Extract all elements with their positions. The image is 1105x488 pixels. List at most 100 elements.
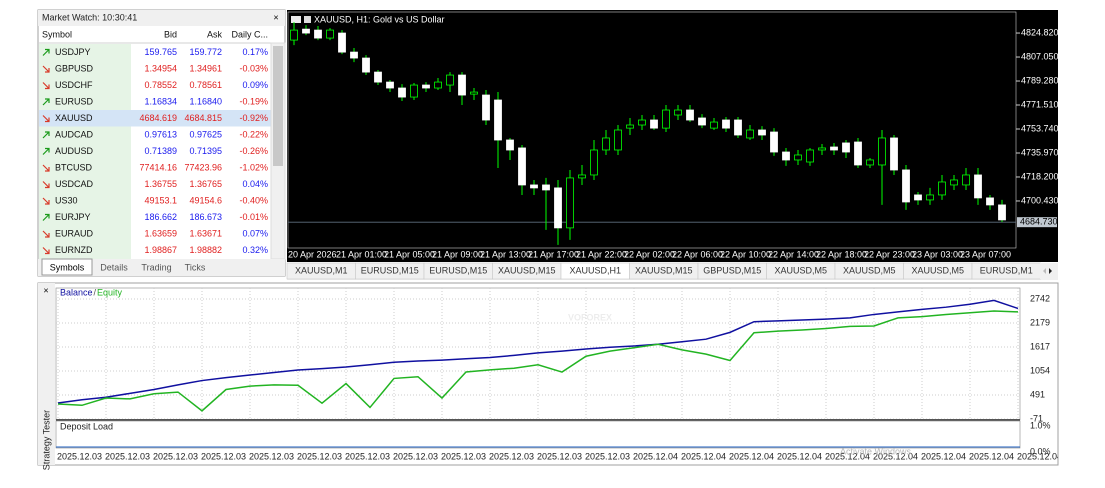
symbol-cell[interactable] <box>39 176 131 193</box>
daily-change: -1.02% <box>239 162 268 172</box>
scroll-thumb[interactable] <box>273 46 283 166</box>
candle-body <box>326 29 334 39</box>
ask: 1.98882 <box>189 245 222 255</box>
symbol-cell[interactable] <box>39 60 131 78</box>
x-tick-label: 2025.12.03 <box>249 451 294 461</box>
y-tick-label: 4807.050 <box>1021 51 1059 61</box>
scroll-right[interactable] <box>1049 268 1052 274</box>
symbol-cell[interactable] <box>39 77 131 94</box>
symbol: USDCAD <box>55 179 94 189</box>
symbol-cell[interactable] <box>39 143 131 160</box>
tab[interactable]: Symbols <box>50 262 85 272</box>
symbol-cell[interactable] <box>39 93 131 111</box>
bid: 1.36755 <box>144 179 177 189</box>
trend-arrow <box>42 230 50 238</box>
chart-tab-label[interactable]: XAUUSD,M1 <box>295 265 348 275</box>
tab[interactable]: Trading <box>141 262 171 272</box>
candle-body <box>290 29 298 41</box>
tab[interactable]: Ticks <box>185 262 206 272</box>
column-header[interactable]: Symbol <box>42 29 72 39</box>
bid: 0.71389 <box>144 146 177 156</box>
candle-body <box>674 109 682 116</box>
chart-tab-label[interactable]: XAUUSD,M5 <box>843 265 896 275</box>
chart-tab-label[interactable]: GBPUSD,M15 <box>703 265 761 275</box>
symbol-cell[interactable] <box>39 225 131 243</box>
series-line <box>57 299 1019 404</box>
chart-tab-label[interactable]: EURUSD,M1 <box>980 265 1033 275</box>
ask: 1.34961 <box>189 63 222 73</box>
symbol-cell[interactable] <box>39 44 131 61</box>
x-tick-label: 22 Apr 10:00 <box>720 249 771 259</box>
ask: 1.63671 <box>189 228 222 238</box>
x-tick-label: 2025.12.04 <box>1017 451 1062 461</box>
daily-change: -0.92% <box>239 113 268 123</box>
symbol-cell[interactable] <box>39 159 131 177</box>
candle-body <box>350 51 358 59</box>
bid: 0.78552 <box>144 80 177 90</box>
chart-tab-label[interactable]: XAUUSD,M5 <box>911 265 964 275</box>
candle-body <box>398 87 406 98</box>
candle-body <box>410 84 418 98</box>
ask: 0.97625 <box>189 129 222 139</box>
x-tick-label: 2025.12.04 <box>873 451 918 461</box>
candle-body <box>722 119 730 129</box>
chart-tab-label[interactable]: XAUUSD,M5 <box>774 265 827 275</box>
candle-body <box>770 131 778 153</box>
x-tick-label: 21 Apr 17:00 <box>528 249 579 259</box>
symbol-cell[interactable] <box>39 242 131 259</box>
candle-body <box>470 91 478 95</box>
candle-body <box>758 129 766 136</box>
candle-body <box>866 159 874 166</box>
chart-tab-label[interactable]: EURUSD,M15 <box>361 265 419 275</box>
x-tick-label: 2025.12.04 <box>921 451 966 461</box>
symbol-cell[interactable] <box>39 209 131 226</box>
chart-background <box>287 10 1058 262</box>
chart-tab-label[interactable]: XAUUSD,M15 <box>635 265 693 275</box>
candle-body <box>446 74 454 86</box>
os-notice: Activate Windows <box>840 446 912 456</box>
trend-arrow <box>42 65 50 73</box>
x-tick-label: 2025.12.04 <box>681 451 726 461</box>
x-tick-label: 22 Apr 18:00 <box>816 249 867 259</box>
tab[interactable]: Details <box>100 262 128 272</box>
chart-tab-label[interactable]: EURUSD,M15 <box>429 265 487 275</box>
close-button[interactable]: × <box>43 285 48 295</box>
close-button[interactable]: × <box>273 12 278 22</box>
candle-body <box>842 142 850 153</box>
last-price-label: 4684.730 <box>1020 217 1058 227</box>
candle-body <box>542 184 550 191</box>
candle-body <box>626 124 634 129</box>
market-watch-rows: USDJPY 159.765 159.772 0.17% GBPUSD 1.34954 1.… <box>39 44 271 259</box>
candle-body <box>710 121 718 129</box>
candle-body <box>662 109 670 129</box>
symbol-cell[interactable] <box>39 192 131 210</box>
column-header[interactable]: Daily C... <box>231 29 268 39</box>
chart-tab-label[interactable]: XAUUSD,M15 <box>498 265 556 275</box>
panel-divider <box>56 419 1020 421</box>
symbol-cell[interactable] <box>39 126 131 144</box>
candle-body <box>938 181 946 196</box>
flag-icon <box>291 16 301 23</box>
legend-entry: Balance <box>60 287 93 297</box>
y-tick-label: 1617 <box>1030 341 1050 351</box>
selected-row[interactable] <box>39 110 271 127</box>
tester-sidebar <box>38 283 55 465</box>
column-header[interactable]: Bid <box>164 29 177 39</box>
x-tick-label: 22 Apr 02:00 <box>624 249 675 259</box>
trend-arrow <box>42 197 50 205</box>
market-watch-title: Market Watch: 10:30:41 <box>42 12 137 22</box>
bid: 1.16834 <box>144 96 177 106</box>
deposit-title: Deposit Load <box>60 421 113 431</box>
trend-arrow <box>42 147 50 155</box>
x-tick-label: 22 Apr 06:00 <box>672 249 723 259</box>
symbol: EURJPY <box>55 212 91 222</box>
x-tick-label: 21 Apr 09:00 <box>432 249 483 259</box>
scroll-left[interactable] <box>1043 268 1046 274</box>
bid: 4684.619 <box>139 113 177 123</box>
x-tick-label: 2025.12.04 <box>825 451 870 461</box>
column-header[interactable]: Ask <box>207 29 223 39</box>
chart-tab-label[interactable]: XAUUSD,H1 <box>569 265 621 275</box>
bid: 1.34954 <box>144 63 177 73</box>
deposit-panel <box>55 420 1021 449</box>
